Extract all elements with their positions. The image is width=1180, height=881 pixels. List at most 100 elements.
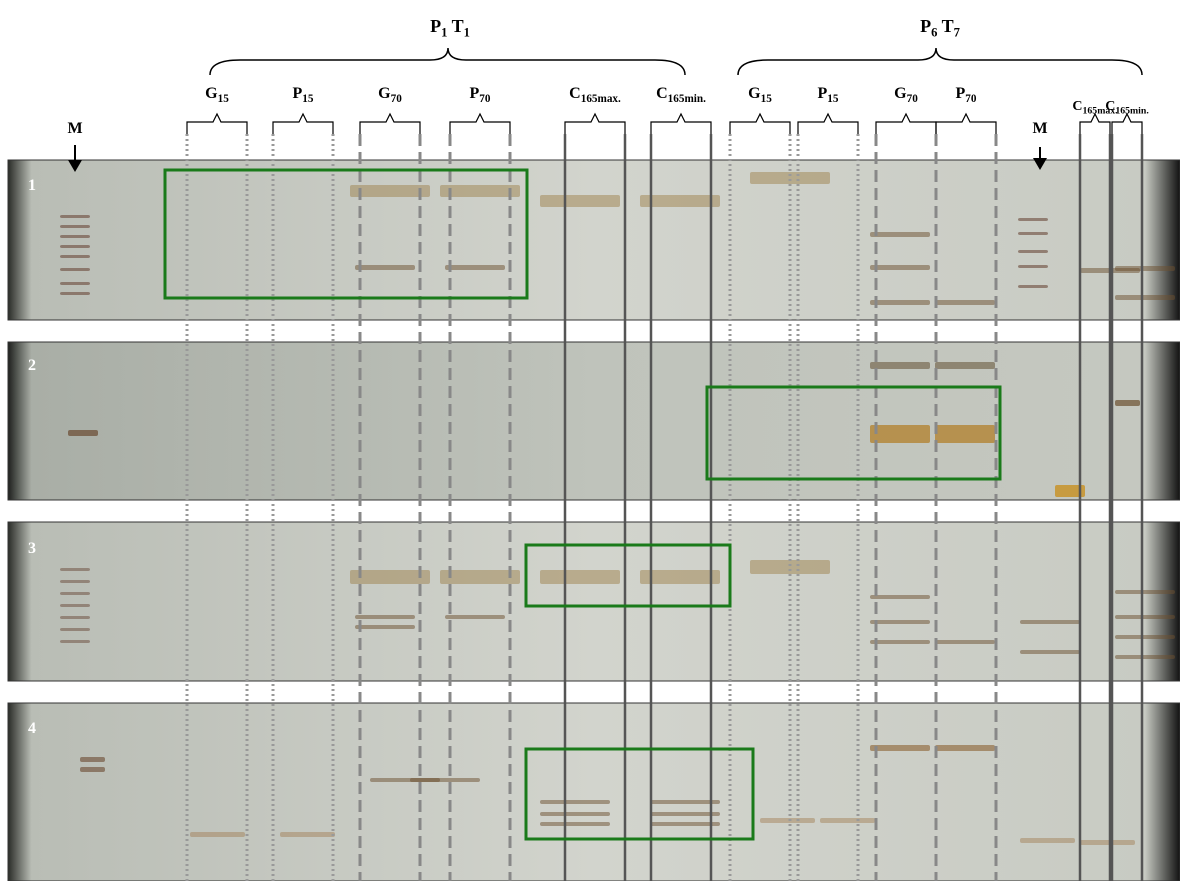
lane-label: C165max. (569, 85, 621, 105)
band (350, 185, 430, 197)
label-main: P (430, 16, 441, 36)
band (935, 300, 995, 305)
marker-label: M (67, 120, 82, 137)
band (60, 628, 90, 631)
band (760, 818, 815, 823)
label-main: T (452, 16, 464, 36)
band (1115, 655, 1175, 659)
lane-label: G15 (748, 85, 772, 105)
band (1115, 295, 1175, 300)
group-label: P6 T7 (920, 16, 960, 40)
label-main: G (748, 85, 761, 102)
group-braces (210, 48, 1142, 75)
band (60, 580, 90, 583)
lane-label: C165min. (656, 85, 706, 105)
panel-number: 1 (28, 177, 36, 194)
panel-number: 4 (28, 720, 36, 737)
band (870, 620, 930, 624)
band (60, 592, 90, 595)
band (60, 604, 90, 607)
band (1115, 590, 1175, 594)
lane-brace (798, 114, 858, 134)
band (935, 745, 995, 751)
band (1115, 635, 1175, 639)
lane-brace (187, 114, 247, 134)
gel-panel (8, 160, 1180, 320)
label-sub: 165max. (581, 93, 621, 105)
label-sub: 7 (954, 26, 960, 40)
label-main: C (1072, 99, 1082, 114)
band (410, 778, 480, 782)
band (60, 640, 90, 643)
lane-brace (450, 114, 510, 134)
lane-label: G70 (894, 85, 918, 105)
band (68, 430, 98, 436)
lane-label: P70 (470, 85, 491, 105)
lane-brace (273, 114, 333, 134)
band (870, 595, 930, 599)
label-sub: 70 (479, 93, 491, 105)
band (1020, 838, 1075, 843)
lane-label: G70 (378, 85, 402, 105)
band (60, 268, 90, 271)
group-label: P1 T1 (430, 16, 470, 40)
lane-brace (651, 114, 711, 134)
band (350, 570, 430, 584)
band (870, 745, 930, 751)
band (1115, 266, 1175, 271)
band (1115, 615, 1175, 619)
label-main: P (818, 85, 828, 102)
panel-number: 3 (28, 540, 36, 557)
label-main: C (1105, 99, 1115, 114)
band (870, 300, 930, 305)
lane-brace (876, 114, 936, 134)
band (60, 215, 90, 218)
gel-panel (8, 342, 1180, 500)
label-sub: 1 (464, 26, 470, 40)
label-main: G (894, 85, 907, 102)
band (1018, 250, 1048, 253)
band (190, 832, 245, 837)
band (80, 757, 105, 762)
band (1018, 285, 1048, 288)
marker-label: M (1032, 120, 1047, 137)
band (540, 822, 610, 826)
band (820, 818, 875, 823)
band (935, 362, 995, 369)
band (280, 832, 335, 837)
band (445, 265, 505, 270)
band (1018, 265, 1048, 268)
band (445, 615, 505, 619)
label-sub: 15 (218, 93, 230, 105)
label-main: P (293, 85, 303, 102)
band (60, 235, 90, 238)
label-sub: 165min. (1115, 106, 1149, 117)
panel-number: 2 (28, 357, 36, 374)
group-brace (738, 48, 1142, 75)
band (60, 282, 90, 285)
band (750, 560, 830, 574)
label-main: C (656, 85, 668, 102)
lane-label: P15 (293, 85, 314, 105)
band (60, 245, 90, 248)
group-brace (210, 48, 685, 75)
band (80, 767, 105, 772)
label-sub: 15 (761, 93, 773, 105)
label-main: T (942, 16, 954, 36)
label-sub: 70 (907, 93, 919, 105)
gel-panels (8, 160, 1180, 881)
label-main: C (569, 85, 581, 102)
lane-label: G15 (205, 85, 229, 105)
label-sub: 70 (391, 93, 403, 105)
band (440, 185, 520, 197)
label-sub: 15 (827, 93, 839, 105)
band (1018, 218, 1048, 221)
lane-brace (1080, 114, 1110, 134)
lane-brace (565, 114, 625, 134)
band (540, 812, 610, 816)
lane-brace (1112, 114, 1142, 134)
label-sub: 70 (965, 93, 977, 105)
band (355, 265, 415, 270)
lane-label: P70 (956, 85, 977, 105)
band (440, 570, 520, 584)
